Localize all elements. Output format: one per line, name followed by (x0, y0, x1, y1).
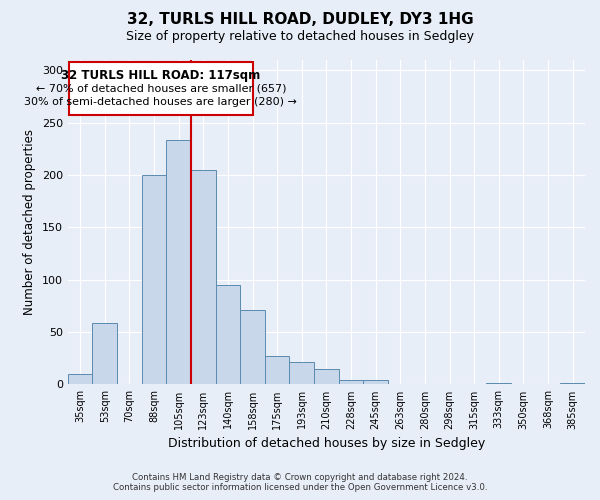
Bar (191, 170, 215, 384)
Bar (92, 322, 117, 384)
FancyBboxPatch shape (69, 62, 253, 116)
Bar (240, 310, 265, 384)
Bar (265, 356, 289, 384)
Text: ← 70% of detached houses are smaller (657): ← 70% of detached houses are smaller (65… (35, 83, 286, 93)
Text: Contains HM Land Registry data © Crown copyright and database right 2024.
Contai: Contains HM Land Registry data © Crown c… (113, 473, 487, 492)
Text: 32 TURLS HILL ROAD: 117sqm: 32 TURLS HILL ROAD: 117sqm (61, 70, 260, 82)
Bar (142, 175, 166, 384)
Bar (215, 285, 240, 384)
X-axis label: Distribution of detached houses by size in Sedgley: Distribution of detached houses by size … (168, 437, 485, 450)
Bar (166, 140, 191, 384)
Y-axis label: Number of detached properties: Number of detached properties (23, 129, 37, 315)
Bar (314, 368, 339, 384)
Text: Size of property relative to detached houses in Sedgley: Size of property relative to detached ho… (126, 30, 474, 43)
Bar (364, 380, 388, 384)
Text: 32, TURLS HILL ROAD, DUDLEY, DY3 1HG: 32, TURLS HILL ROAD, DUDLEY, DY3 1HG (127, 12, 473, 28)
Bar (339, 380, 364, 384)
Text: 30% of semi-detached houses are larger (280) →: 30% of semi-detached houses are larger (… (25, 96, 297, 106)
Bar (289, 362, 314, 384)
Bar (68, 374, 92, 384)
